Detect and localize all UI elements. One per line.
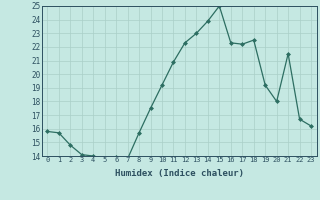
X-axis label: Humidex (Indice chaleur): Humidex (Indice chaleur) <box>115 169 244 178</box>
